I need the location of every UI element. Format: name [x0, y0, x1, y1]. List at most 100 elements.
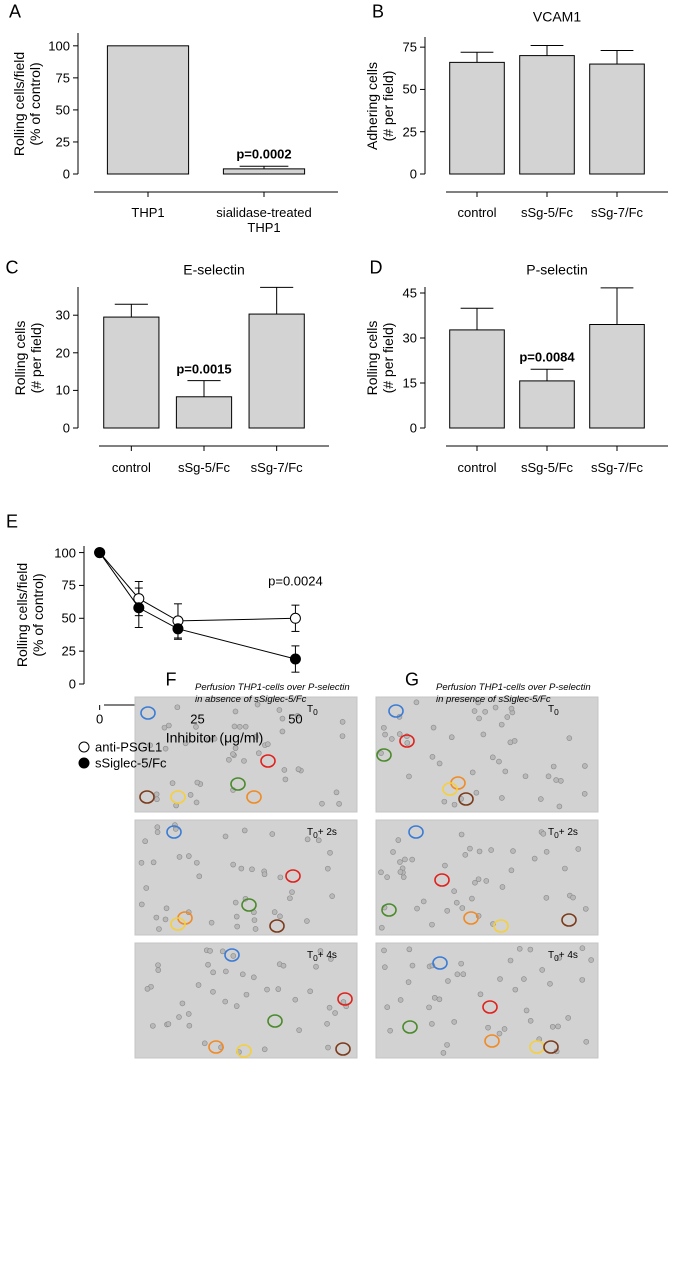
- tracked-cell: [561, 913, 577, 927]
- tracked-cell: [267, 1014, 283, 1028]
- cell: [382, 964, 388, 970]
- cell: [155, 967, 162, 973]
- time-suffix: + 4s: [558, 950, 578, 961]
- cell: [275, 986, 282, 992]
- y-tick-label: 0: [62, 166, 70, 182]
- cell: [501, 1026, 508, 1032]
- cell: [277, 874, 284, 881]
- time-base: T: [548, 827, 555, 838]
- cell: [256, 750, 262, 756]
- cell: [543, 849, 550, 855]
- y-axis-title: Rolling cells/field (% of control): [11, 51, 43, 156]
- x-tick-label: 0: [96, 711, 104, 727]
- tracked-cell: [458, 792, 474, 806]
- cell: [549, 1023, 556, 1030]
- cell: [195, 982, 202, 988]
- cell: [488, 847, 494, 853]
- point: [133, 602, 145, 614]
- cell: [271, 909, 278, 915]
- cell: [182, 740, 189, 747]
- cell: [252, 926, 259, 932]
- cell: [205, 961, 211, 968]
- time-base: T: [307, 704, 314, 715]
- cell: [186, 853, 192, 859]
- cell: [504, 714, 511, 720]
- cell: [462, 852, 469, 858]
- cell: [460, 971, 467, 978]
- tracked-cell: [399, 734, 415, 748]
- cell: [193, 724, 199, 730]
- cell: [254, 701, 261, 708]
- cell: [430, 724, 437, 731]
- x-tick-label: control: [457, 460, 497, 475]
- tracked-cell: [381, 903, 397, 917]
- cell: [166, 722, 172, 729]
- cell: [150, 1023, 156, 1029]
- cell: [378, 924, 385, 931]
- tracked-cell: [482, 1000, 498, 1014]
- y-tick-label: 0: [409, 166, 417, 182]
- cell: [492, 704, 499, 711]
- cell: [234, 923, 240, 930]
- cell: [319, 800, 325, 807]
- cell: [480, 731, 487, 738]
- cell: [426, 1004, 432, 1011]
- cell: [502, 768, 509, 775]
- bar: [519, 55, 575, 175]
- cell: [409, 962, 416, 969]
- cell: [404, 740, 411, 746]
- cell: [261, 871, 268, 878]
- cell: [219, 948, 226, 955]
- cell: [582, 906, 589, 912]
- series-line: [99, 552, 296, 660]
- time-label: T0+ 4s: [548, 948, 578, 966]
- cell: [579, 977, 586, 983]
- cell: [295, 766, 302, 773]
- chart-title: VCAM1: [532, 8, 582, 25]
- time-label: T0+ 2s: [548, 825, 578, 843]
- x-tick-label: sSg-7/Fc: [590, 205, 644, 220]
- tracked-cell: [140, 706, 156, 720]
- y-tick-label: 75: [55, 70, 70, 86]
- cell: [498, 721, 505, 728]
- cell: [264, 986, 270, 993]
- cell: [545, 773, 552, 780]
- cell: [165, 1021, 172, 1027]
- cell: [538, 796, 544, 802]
- cell: [458, 831, 465, 838]
- point: [172, 623, 184, 635]
- cell: [243, 991, 250, 998]
- cell: [289, 889, 295, 895]
- time-label: T0+ 2s: [307, 825, 337, 843]
- cell: [211, 735, 218, 742]
- cell: [261, 1046, 268, 1053]
- cell: [194, 859, 200, 866]
- tracked-cell: [224, 948, 240, 962]
- tracked-cell: [376, 748, 392, 762]
- cell: [144, 986, 151, 992]
- cell: [231, 723, 238, 730]
- cell: [429, 921, 435, 928]
- chart-title: E-selectin: [183, 261, 245, 278]
- cell: [431, 994, 438, 1001]
- y-tick-label: 15: [402, 375, 417, 391]
- tracked-cell: [269, 919, 285, 933]
- cell: [429, 754, 436, 760]
- cell: [185, 1011, 192, 1017]
- cell: [497, 976, 503, 982]
- cell: [161, 724, 168, 731]
- cell: [420, 898, 427, 905]
- cell: [499, 884, 506, 890]
- caption: in absence of sSiglec-5/Fc: [195, 694, 307, 705]
- y-tick-label: 0: [409, 420, 417, 436]
- cell: [313, 963, 319, 970]
- cell: [269, 831, 276, 837]
- cell: [282, 776, 289, 783]
- cell: [241, 758, 247, 764]
- legend-label: anti-PSGL1: [95, 739, 163, 755]
- tracked-cell: [230, 777, 246, 791]
- cell: [241, 827, 248, 834]
- cell: [156, 926, 162, 932]
- y-axis-title: Adhering cells (# per field): [364, 61, 396, 150]
- x-axis-title: Inhibitor (μg/ml): [165, 729, 264, 746]
